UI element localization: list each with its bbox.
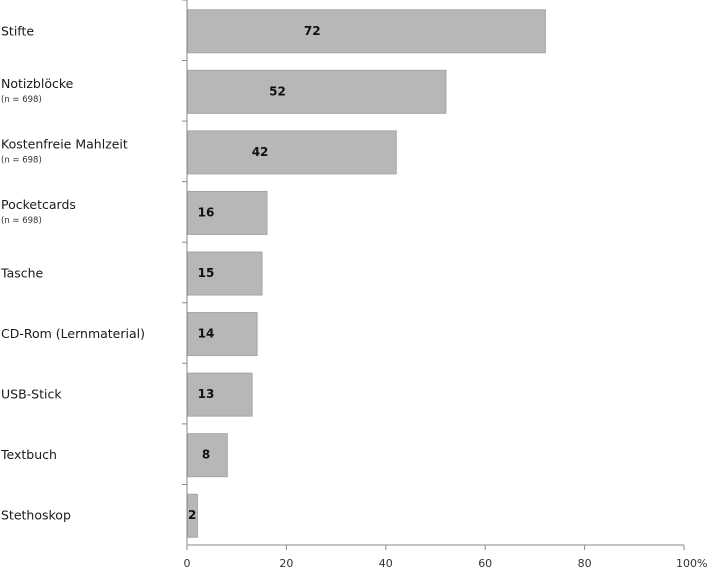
category-label-3: Kostenfreie Mahlzeit bbox=[1, 136, 128, 151]
category-labels-group: Stifte Notizblöcke (n = 698) Kostenfreie Ma… bbox=[0, 23, 145, 522]
category-label-2: Notizblöcke bbox=[1, 76, 74, 91]
category-sublabel-4: (n = 698) bbox=[1, 216, 42, 226]
bar-5 bbox=[187, 251, 263, 296]
bar-4 bbox=[187, 190, 268, 235]
category-label-5: Tasche bbox=[0, 266, 44, 281]
category-sublabel-3: (n = 698) bbox=[1, 155, 42, 165]
category-sublabel-2: (n = 698) bbox=[1, 95, 42, 105]
category-label-9: Stethoskop bbox=[1, 508, 71, 523]
category-label-4: Pocketcards bbox=[1, 197, 76, 212]
x-tick-label-100: 100% bbox=[676, 557, 707, 570]
category-label-8: Textbuch bbox=[0, 447, 57, 462]
bar-8 bbox=[187, 433, 228, 478]
category-label-6: CD-Rom (Lernmaterial) bbox=[1, 326, 145, 341]
value-label-5: 15 bbox=[198, 266, 215, 280]
value-label-1: 72 bbox=[304, 24, 321, 38]
value-label-4: 16 bbox=[198, 205, 215, 219]
axes-group: 0 20 40 60 80 100% bbox=[182, 0, 707, 570]
bar-3 bbox=[187, 130, 397, 175]
x-tick-label-80: 80 bbox=[578, 557, 592, 570]
x-tick-label-40: 40 bbox=[379, 557, 393, 570]
x-tick-label-20: 20 bbox=[279, 557, 293, 570]
x-tick-label-0: 0 bbox=[184, 557, 191, 570]
bar-6 bbox=[187, 312, 258, 357]
value-label-9: 2 bbox=[188, 508, 196, 522]
value-label-3: 42 bbox=[252, 145, 269, 159]
value-label-7: 13 bbox=[198, 387, 215, 401]
category-label-7: USB-Stick bbox=[1, 387, 62, 402]
bars-group: 72 52 42 16 15 14 13 8 2 bbox=[187, 9, 546, 538]
bar-1 bbox=[187, 9, 546, 54]
value-label-8: 8 bbox=[202, 448, 210, 462]
bar-7 bbox=[187, 372, 253, 417]
value-label-6: 14 bbox=[198, 327, 215, 341]
bar-2 bbox=[187, 69, 447, 114]
category-label-1: Stifte bbox=[1, 23, 34, 38]
value-label-2: 52 bbox=[269, 84, 286, 98]
x-tick-label-60: 60 bbox=[478, 557, 492, 570]
